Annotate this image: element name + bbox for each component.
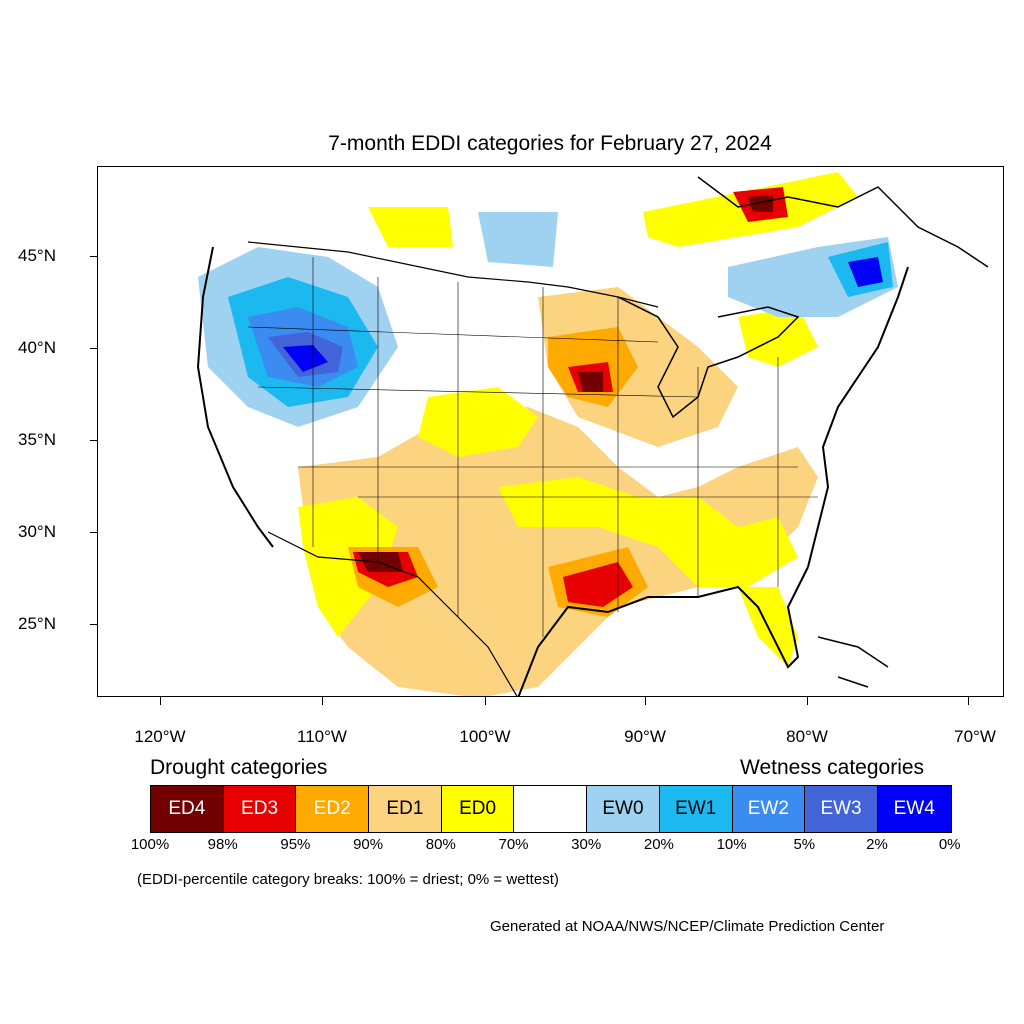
credit-line: Generated at NOAA/NWS/NCEP/Climate Predi… <box>490 918 885 935</box>
lat-tick <box>90 348 97 349</box>
percent-break-label: 90% <box>353 836 384 853</box>
ed1-region <box>298 407 818 696</box>
legend-swatch-ew2: EW2 <box>732 786 806 832</box>
chart-title: 7-month EDDI categories for February 27,… <box>328 132 772 155</box>
lon-label: 110°W <box>297 727 347 746</box>
lon-tick <box>485 697 486 705</box>
lat-tick <box>90 624 97 625</box>
percent-break-label: 100% <box>130 836 170 853</box>
ed0-plains <box>418 387 538 457</box>
lon-label: 80°W <box>786 727 828 746</box>
percent-break-label: 0% <box>938 836 961 853</box>
eddi-map <box>97 166 1004 697</box>
legend-swatch-ew4: EW4 <box>877 786 951 832</box>
percent-break-label: 10% <box>716 836 747 853</box>
lat-tick <box>90 532 97 533</box>
legend-swatch-ew3: EW3 <box>805 786 878 832</box>
lat-tick <box>90 440 97 441</box>
percent-break-label: 80% <box>425 836 456 853</box>
legend-swatch-ew0: EW0 <box>587 786 660 832</box>
ed4-canada <box>748 195 773 212</box>
percent-break-label: 30% <box>571 836 602 853</box>
ed0-southwest <box>298 497 398 637</box>
lon-label: 70°W <box>954 727 996 746</box>
percent-break-label: 20% <box>643 836 674 853</box>
lat-label: 45°N <box>18 246 56 265</box>
lat-tick <box>90 256 97 257</box>
lat-label: 30°N <box>18 522 56 541</box>
lon-tick <box>968 697 969 705</box>
ed3-louisiana <box>563 562 633 607</box>
drought-heading: Drought categories <box>150 756 328 779</box>
ed4-iowa <box>578 372 603 392</box>
legend-swatch-ed1: ED1 <box>369 786 442 832</box>
percent-break-label: 2% <box>866 836 888 853</box>
ew0-north <box>478 212 558 267</box>
gulf-coast <box>517 566 809 696</box>
wetness-heading: Wetness categories <box>740 756 925 779</box>
percent-break-label: 5% <box>793 836 816 853</box>
great-lakes <box>617 296 800 419</box>
lat-label: 35°N <box>18 430 56 449</box>
legend-swatch-ed4: ED4 <box>151 786 224 832</box>
percent-break-label: 98% <box>207 836 238 853</box>
category-shading <box>198 172 898 696</box>
lon-tick <box>807 697 808 705</box>
legend-swatch-ew1: EW1 <box>659 786 733 832</box>
map-canvas <box>196 172 989 696</box>
canada-coast <box>697 176 989 268</box>
borders <box>196 176 989 696</box>
lat-label: 25°N <box>18 614 56 633</box>
lon-label: 100°W <box>459 727 511 746</box>
us-mexico-border <box>267 531 518 696</box>
caribbean-islands <box>817 636 889 688</box>
lon-label: 120°W <box>134 727 186 746</box>
lon-tick <box>645 697 646 705</box>
lon-label: 90°W <box>624 727 666 746</box>
legend-swatch-ed2: ED2 <box>296 786 370 832</box>
percent-break-label: 70% <box>498 836 529 853</box>
legend-colorbar: ED4 ED3 ED2 ED1 ED0 EW0 EW1 EW2 EW3 EW4 <box>150 785 952 833</box>
lon-tick <box>322 697 323 705</box>
west-coast <box>196 246 274 548</box>
ed0-north <box>368 207 453 247</box>
lon-tick <box>160 697 161 705</box>
lat-label: 40°N <box>18 338 56 357</box>
legend-swatch-ed3: ED3 <box>223 786 297 832</box>
east-coast <box>807 266 909 568</box>
ed0-south <box>498 477 798 587</box>
category-note: (EDDI-percentile category breaks: 100% =… <box>137 871 559 888</box>
percent-break-label: 95% <box>280 836 311 853</box>
ew4-west <box>283 345 328 372</box>
legend-swatch-ed0: ED0 <box>441 786 515 832</box>
state-lines <box>247 257 818 637</box>
ew4-northeast <box>848 257 883 287</box>
legend-swatch-neutral <box>514 786 588 832</box>
